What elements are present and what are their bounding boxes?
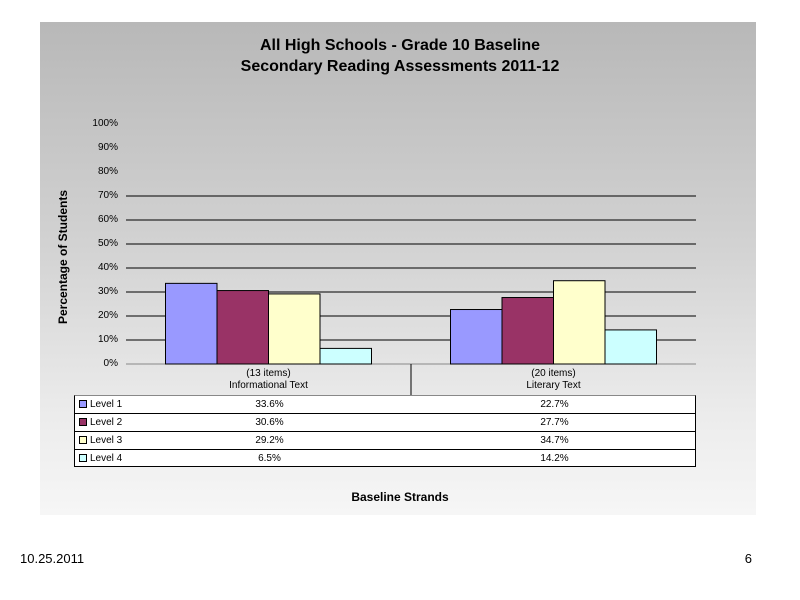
legend-swatch: [79, 454, 87, 463]
legend-label: Level 2: [90, 417, 123, 428]
bar-level-3-1: [553, 280, 606, 365]
data-table: Level 1 33.6% 22.7% Level 2 30.6% 27.7% Level …: [74, 395, 696, 467]
bar-level-4-1: [604, 329, 657, 365]
bar-level-2-1: [501, 297, 554, 365]
category-label: (20 items) Literary Text: [411, 368, 696, 392]
bar-level-2-0: [216, 290, 269, 365]
x-axis-label: Baseline Strands: [351, 490, 449, 504]
legend-entry: Level 2: [79, 417, 169, 428]
category-item-count: (20 items): [531, 368, 576, 379]
legend-entry: Level 1: [79, 399, 169, 410]
data-label: 27.7%: [540, 417, 569, 428]
legend-entry: Level 3: [79, 435, 169, 446]
legend-entry: Level 4: [79, 453, 169, 464]
footer-date: 10.25.2011: [20, 551, 85, 566]
category-name: Informational Text: [229, 380, 308, 391]
y-tick-label: 80%: [97, 166, 118, 177]
table-row: Level 4 6.5% 14.2%: [75, 450, 695, 468]
y-tick-label: 30%: [97, 286, 118, 297]
y-tick-label: 60%: [97, 214, 118, 225]
chart-subtitle: Secondary Reading Assessments 2011-12: [240, 58, 560, 75]
table-row: Level 3 29.2% 34.7%: [75, 432, 695, 450]
legend-swatch: [79, 436, 87, 445]
legend-swatch: [79, 400, 87, 409]
y-tick-label: 0%: [103, 358, 118, 369]
table-row: Level 2 30.6% 27.7%: [75, 414, 695, 432]
category-label: (13 items) Informational Text: [126, 368, 411, 392]
bar-level-1-0: [165, 282, 218, 365]
page-number: 6: [744, 551, 752, 566]
data-label: 33.6%: [255, 399, 284, 410]
bar-level-3-0: [268, 293, 321, 365]
table-row: Level 1 33.6% 22.7%: [75, 396, 695, 414]
y-tick-label: 40%: [97, 262, 118, 273]
y-tick-label: 100%: [92, 118, 118, 129]
data-label: 14.2%: [540, 453, 569, 464]
data-label: 30.6%: [255, 417, 284, 428]
y-tick-label: 70%: [97, 190, 118, 201]
data-label: 22.7%: [540, 399, 569, 410]
y-tick-label: 90%: [97, 142, 118, 153]
y-tick-label: 20%: [97, 310, 118, 321]
bar-level-1-1: [450, 309, 503, 365]
legend-label: Level 3: [90, 435, 123, 446]
legend-swatch: [79, 418, 87, 427]
legend-label: Level 1: [90, 399, 123, 410]
y-tick-label: 10%: [97, 334, 118, 345]
category-item-count: (13 items): [246, 368, 291, 379]
bar-level-4-0: [319, 347, 372, 365]
category-name: Literary Text: [526, 380, 581, 391]
legend-label: Level 4: [90, 453, 123, 464]
y-tick-label: 50%: [97, 238, 118, 249]
data-label: 34.7%: [540, 435, 569, 446]
data-label: 29.2%: [255, 435, 284, 446]
chart-title: All High Schools - Grade 10 Baseline: [259, 37, 541, 54]
data-label: 6.5%: [258, 453, 281, 464]
